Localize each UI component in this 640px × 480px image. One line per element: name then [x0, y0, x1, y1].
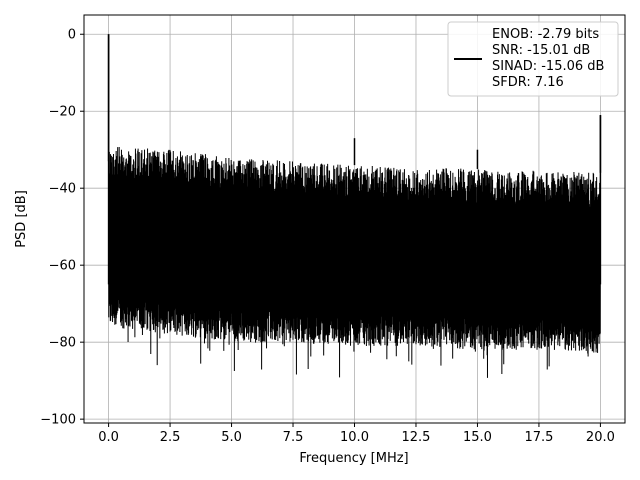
plot-area: [107, 34, 602, 378]
x-tick-label: 0.0: [98, 430, 119, 445]
x-axis-ticks: 0.0 2.5 5.0 7.5 10.0 12.5 15.0 17.5 20.0: [98, 423, 615, 445]
y-axis-ticks: 0 −20 −40 −60 −80 −100: [40, 28, 84, 428]
legend-box: [447, 21, 619, 97]
y-tick-label: −40: [49, 182, 76, 197]
x-tick-label: 12.5: [402, 430, 431, 445]
legend-enob: ENOB: -2.79 bits: [492, 27, 599, 42]
y-axis-label: PSD [dB]: [14, 190, 29, 248]
y-tick-label: −20: [49, 105, 76, 120]
y-tick-label: −100: [40, 413, 76, 428]
x-tick-label: 2.5: [160, 430, 181, 445]
x-axis-label: Frequency [MHz]: [299, 451, 408, 466]
x-tick-label: 17.5: [524, 430, 553, 445]
legend-snr: SNR: -15.01 dB: [492, 43, 590, 58]
y-tick-label: −80: [49, 336, 76, 351]
y-tick-label: 0: [68, 28, 76, 43]
x-tick-label: 10.0: [340, 430, 369, 445]
x-tick-label: 7.5: [283, 430, 304, 445]
legend: ENOB: -2.79 bits SNR: -15.01 dB SINAD: -…: [447, 21, 619, 97]
psd-trace: [108, 147, 601, 378]
x-tick-label: 15.0: [463, 430, 492, 445]
legend-sinad: SINAD: -15.06 dB: [492, 59, 604, 74]
x-tick-label: 20.0: [586, 430, 615, 445]
legend-sfdr: SFDR: 7.16: [492, 75, 564, 90]
y-tick-label: −60: [49, 259, 76, 274]
x-tick-label: 5.0: [221, 430, 242, 445]
